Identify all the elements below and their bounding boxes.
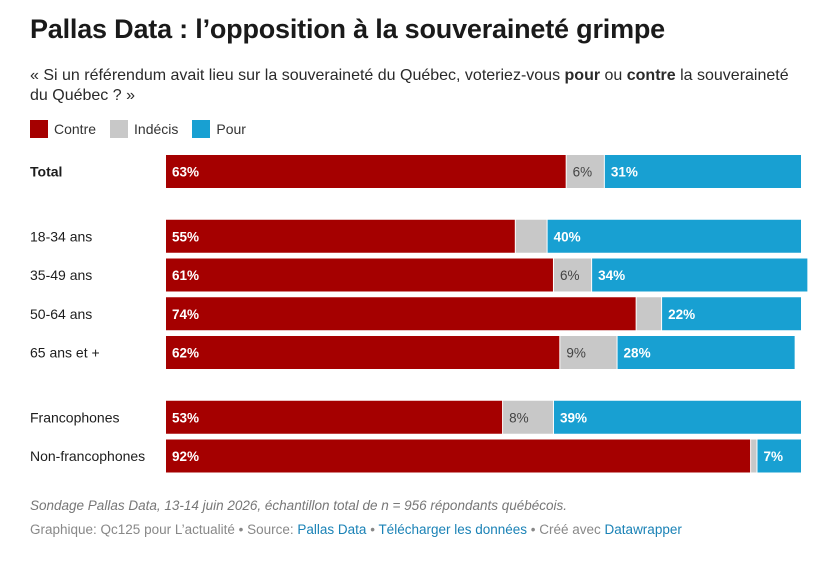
data-label-35-49-ans-indcis: 6% [560,268,580,283]
data-label-35-49-ans-pour: 34% [598,268,625,283]
row-label-total: Total [30,164,62,180]
data-label-65-ans-et-contre: 62% [172,346,199,361]
footer-separator: • [527,522,540,537]
data-label-50-64-ans-pour: 22% [668,307,695,322]
footer-source-label: Source: [247,522,298,537]
bar-segment-francophones-pour [553,400,801,434]
data-label-65-ans-et-indcis: 9% [566,346,586,361]
bar-segment-35-49-ans-indcis [553,258,592,292]
download-data-link[interactable]: Télécharger les données [378,522,528,537]
chart-footer: Graphique: Qc125 pour L’actualité • Sour… [30,522,682,537]
bar-segment-non-francophones-pour [757,439,801,473]
chart-legend: Contre Indécis Pour [30,120,260,138]
bar-segment-50-64-ans-contre [166,297,636,331]
legend-item-contre: Contre [30,120,96,138]
legend-label-indecis: Indécis [134,121,179,137]
footer-separator: • [234,522,248,537]
bar-segment-total-contre [166,155,566,188]
data-label-50-64-ans-contre: 74% [172,307,199,322]
data-label-total-pour: 31% [611,165,638,180]
data-label-francophones-pour: 39% [560,410,587,425]
data-label-35-49-ans-contre: 61% [172,268,199,283]
bar-segment-non-francophones-contre [166,439,751,473]
bar-segment-65-ans-et-indcis [560,336,617,369]
row-label-non-francophones: Non-francophones [30,448,145,464]
bar-segment-francophones-indcis [503,400,553,434]
footer-created-label: Créé avec [539,522,605,537]
bar-segment-65-ans-et-contre [166,336,560,369]
bar-segment-francophones-contre [166,400,503,434]
legend-swatch-indecis [110,120,129,138]
bar-segment-18-34-ans-pour [547,219,801,253]
source-link[interactable]: Pallas Data [297,522,367,537]
data-label-65-ans-et-pour: 28% [624,346,651,361]
chart-title: Pallas Data : l’opposition à la souverai… [30,14,665,44]
bar-segment-non-francophones-indcis [751,439,757,473]
stacked-bar-chart: Total 63% 6% 31% 18-34 ans 55% 40% 35-49 ans 61%… [30,155,808,473]
subtitle-text-start: « Si un référendum avait lieu sur la sou… [30,67,565,84]
row-label-65-ans-et: 65 ans et + [30,345,100,361]
data-label-18-34-ans-contre: 55% [172,229,199,244]
legend-label-pour: Pour [216,121,246,137]
bar-segment-65-ans-et-pour [617,336,795,369]
data-label-non-francophones-pour: 7% [763,449,783,464]
data-label-francophones-indcis: 8% [509,410,529,425]
footer-credit: Graphique: Qc125 pour L’actualité [30,522,235,537]
subtitle-text-end: la souveraineté du Québec ? » [30,67,789,104]
legend-swatch-pour [192,120,211,138]
bar-segment-35-49-ans-pour [592,258,808,292]
datawrapper-link[interactable]: Datawrapper [604,522,682,537]
row-label-francophones: Francophones [30,409,120,425]
bar-segment-total-pour [604,155,801,188]
row-label-35-49-ans: 35-49 ans [30,267,92,283]
bar-segment-35-49-ans-contre [166,258,553,292]
legend-item-pour: Pour [192,120,246,138]
bar-segment-total-indcis [566,155,604,188]
data-label-18-34-ans-pour: 40% [554,229,581,244]
legend-label-contre: Contre [54,121,97,137]
row-label-18-34-ans: 18-34 ans [30,228,92,244]
subtitle-bold-pour: pour [564,67,601,84]
chart-subtitle: « Si un référendum avait lieu sur la sou… [30,66,790,106]
bar-segment-50-64-ans-indcis [636,297,662,331]
bar-segment-50-64-ans-pour [662,297,801,331]
data-label-non-francophones-contre: 92% [172,449,199,464]
row-label-50-64-ans: 50-64 ans [30,306,92,322]
data-label-total-indcis: 6% [573,165,593,180]
legend-swatch-contre [30,120,48,138]
chart-notes: Sondage Pallas Data, 13-14 juin 2026, éc… [30,498,568,513]
bar-segment-18-34-ans-contre [166,219,515,253]
bar-segment-18-34-ans-indcis [515,219,547,253]
data-label-total-contre: 63% [172,165,199,180]
footer-separator: • [366,522,379,537]
subtitle-text-middle: ou [600,67,627,84]
legend-item-indecis: Indécis [110,120,178,138]
data-label-francophones-contre: 53% [172,410,199,425]
subtitle-bold-contre: contre [626,67,676,84]
